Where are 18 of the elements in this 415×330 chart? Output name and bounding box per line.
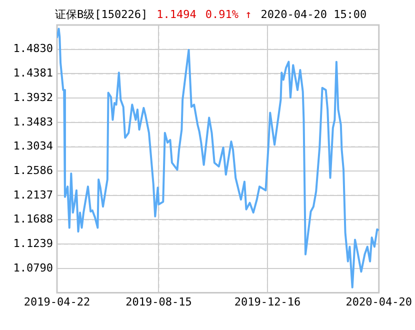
y-tick-label: 1.3034 [13, 140, 54, 153]
text: 2020-04-20 15:00 [260, 8, 367, 21]
x-tick-label: 2019-08-15 [126, 295, 192, 308]
x-tick-label: 2019-04-22 [24, 295, 90, 308]
y-tick-label: 1.3932 [13, 90, 53, 104]
y-tick-label: 1.0790 [13, 261, 53, 274]
x-tick-label: 2020-04-20 [346, 295, 412, 308]
y-tick-label: 1.3483 [13, 115, 53, 128]
y-tick-label: 1.4381 [13, 66, 53, 80]
text: 1.1494 [156, 8, 196, 21]
y-tick-label: 1.2586 [13, 164, 53, 177]
y-tick-label: 1.1688 [13, 212, 53, 226]
x-tick-label: 2019-12-16 [234, 295, 301, 308]
y-tick-label: 1.4830 [13, 42, 53, 56]
y-tick-label: 1.1239 [13, 236, 53, 250]
y-tick-label: 1.2137 [13, 188, 53, 202]
text: 0.91% ↑ [205, 8, 252, 21]
chart-title: 证保B级[150226] [55, 8, 148, 21]
